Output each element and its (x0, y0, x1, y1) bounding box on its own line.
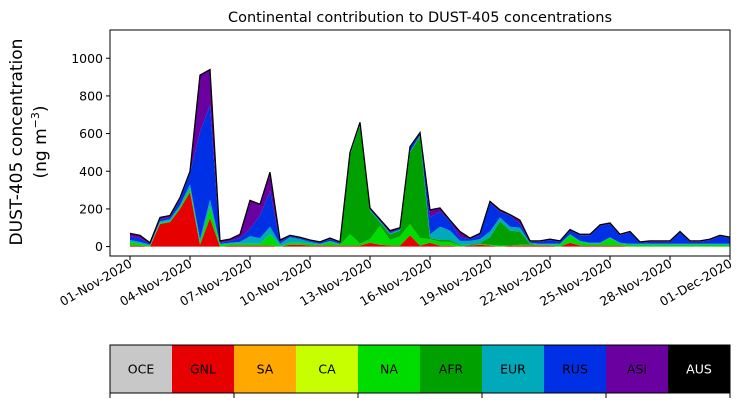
colorbar-frame (109, 344, 731, 394)
plot-frame (109, 29, 731, 257)
colorbar-swatch-asi (606, 345, 669, 393)
colorbar-label: SA (257, 362, 274, 377)
y-tick-label: 1000 (71, 51, 103, 66)
colorbar-label: GNL (190, 362, 216, 377)
colorbar-swatch-aus (668, 345, 731, 393)
y-tick-label: 800 (79, 88, 103, 103)
y-axis-label-line1: DUST-405 concentration (7, 39, 27, 246)
stacked-areas (129, 68, 731, 247)
colorbar-swatch-oce (110, 345, 173, 393)
colorbar-label: OCE (128, 362, 155, 377)
colorbar-swatch-sa (234, 345, 297, 393)
y-axis: 0 200 400 600 800 1000 (71, 51, 110, 254)
area-rus (130, 105, 730, 245)
colorbar-label: ASI (627, 362, 647, 377)
colorbar-swatch-afr (420, 345, 483, 393)
colorbar-label: EUR (500, 362, 526, 377)
y-axis-unit-close: ) (31, 105, 51, 112)
x-axis: 01-Nov-202004-Nov-202007-Nov-202010-Nov-… (57, 256, 735, 309)
colorbar-swatch-na (358, 345, 421, 393)
colorbar-swatch-gnl (172, 345, 235, 393)
colorbar-label: AUS (686, 362, 712, 377)
chart-title: Continental contribution to DUST-405 con… (228, 10, 612, 26)
colorbar-label: NA (380, 362, 398, 377)
colorbar-swatch-ca (296, 345, 359, 393)
y-axis-label: DUST-405 concentration (ng m−3) (7, 39, 51, 246)
colorbar-swatch-eur (482, 345, 545, 393)
y-axis-unit-base: (ng m (31, 128, 51, 178)
y-axis-label-line2: (ng m−3) (29, 105, 51, 178)
continent-colorbar: OCE GNL SA CA NA AFR EUR RUS ASI AUS (109, 344, 731, 398)
y-tick-label: 200 (79, 201, 103, 216)
y-axis-unit-exponent: −3 (29, 112, 42, 128)
total-outline (129, 68, 731, 244)
area-gnl (130, 192, 730, 247)
y-tick-label: 0 (95, 239, 103, 254)
colorbar-label: RUS (562, 362, 588, 377)
y-tick-label: 400 (79, 164, 103, 179)
y-tick-label: 600 (79, 126, 103, 141)
colorbar-swatch-rus (544, 345, 607, 393)
colorbar-label: CA (318, 362, 336, 377)
colorbar-label: AFR (439, 362, 464, 377)
